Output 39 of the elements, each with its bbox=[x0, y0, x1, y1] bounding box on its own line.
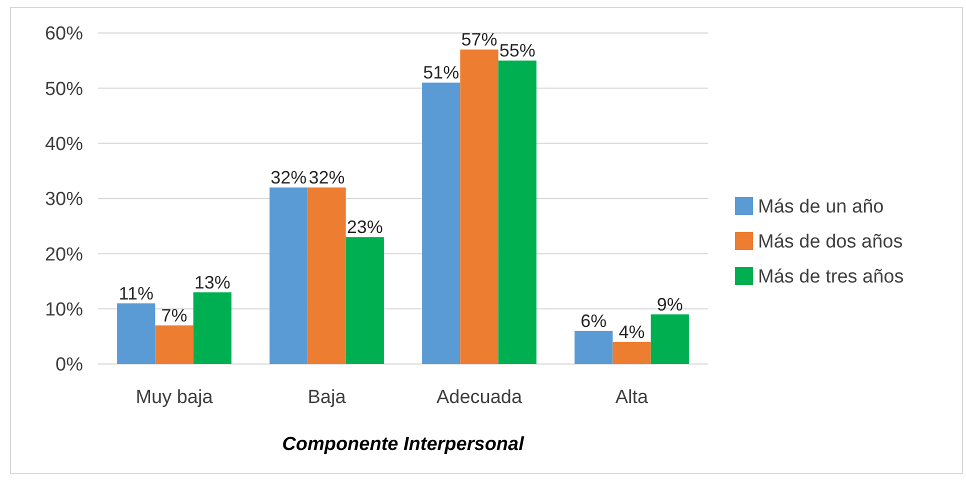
y-tick-label: 0% bbox=[56, 354, 84, 376]
data-label: 32% bbox=[270, 167, 307, 188]
data-label: 9% bbox=[656, 294, 683, 314]
data-label: 23% bbox=[346, 217, 383, 238]
y-tick-label: 20% bbox=[44, 244, 84, 266]
x-tick-label: Adecuada bbox=[436, 387, 522, 408]
x-tick-label: Muy baja bbox=[136, 387, 214, 408]
legend-label: Más de tres años bbox=[758, 266, 904, 288]
data-label: 6% bbox=[580, 310, 607, 331]
data-label: 57% bbox=[461, 30, 498, 50]
legend-label: Más de dos años bbox=[758, 232, 903, 253]
x-axis-title: Componente Interpersonal bbox=[282, 434, 525, 455]
bar bbox=[460, 50, 498, 364]
bar bbox=[422, 82, 460, 364]
y-tick-label: 60% bbox=[44, 24, 84, 45]
data-label: 32% bbox=[308, 167, 345, 188]
bar bbox=[650, 314, 689, 364]
bar bbox=[308, 187, 346, 364]
bar bbox=[574, 330, 613, 364]
data-label: 13% bbox=[194, 272, 230, 292]
data-label: 7% bbox=[161, 305, 188, 326]
data-label: 51% bbox=[423, 62, 460, 83]
data-label: 55% bbox=[499, 40, 536, 61]
data-label: 11% bbox=[118, 283, 154, 304]
y-tick-label: 40% bbox=[44, 134, 84, 155]
x-tick-label: Alta bbox=[615, 387, 649, 408]
y-tick-label: 30% bbox=[44, 189, 84, 210]
bar bbox=[117, 303, 156, 364]
data-label: 4% bbox=[618, 322, 645, 342]
legend-label: Más de un año bbox=[758, 196, 884, 218]
x-tick-label: Baja bbox=[308, 387, 346, 408]
bar bbox=[498, 60, 536, 364]
bar bbox=[193, 292, 232, 364]
bar bbox=[612, 342, 651, 364]
y-tick-label: 50% bbox=[44, 78, 84, 100]
bar bbox=[346, 237, 384, 364]
y-tick-label: 10% bbox=[44, 299, 84, 320]
bar bbox=[270, 187, 308, 364]
bar bbox=[155, 325, 194, 364]
